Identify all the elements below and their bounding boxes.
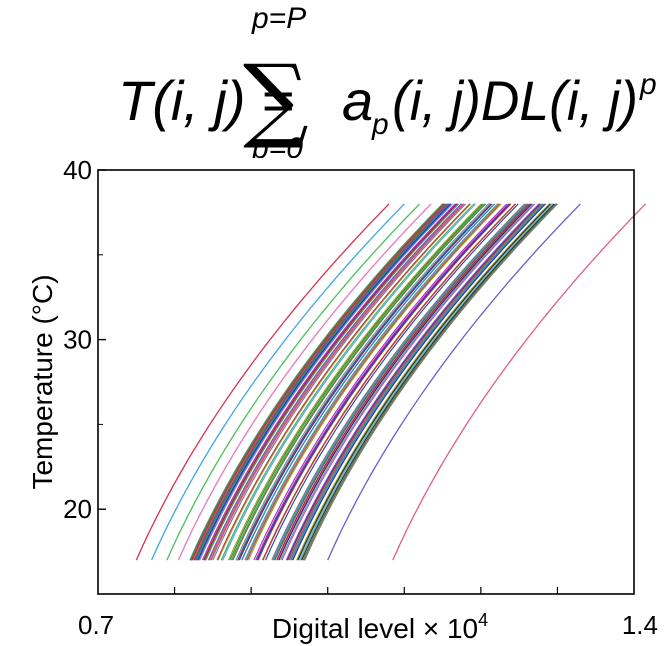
- y-axis-label-text: Temperature (°C): [27, 274, 58, 489]
- formula-rest: (i, j)DL(i, j): [392, 69, 638, 132]
- curve-line: [194, 203, 449, 561]
- curve-line: [237, 203, 492, 561]
- x-tick-label: 0.7: [78, 610, 114, 640]
- curve-line: [227, 203, 482, 561]
- curve-line: [201, 203, 456, 561]
- curve-line: [299, 203, 554, 561]
- curve-line: [210, 203, 464, 561]
- curve-line: [231, 203, 485, 561]
- curve-line: [202, 203, 457, 561]
- curve-line: [300, 203, 555, 561]
- y-axis-label: Temperature (°C): [27, 274, 58, 489]
- curve-line: [232, 203, 486, 561]
- curve-line: [245, 203, 500, 561]
- curve-line: [278, 203, 533, 561]
- y-tick-label: 40: [63, 155, 92, 185]
- curve-line: [265, 203, 519, 561]
- x-axis: 0.7 1.4: [78, 587, 658, 640]
- curve-line: [203, 203, 458, 561]
- curve-group: [135, 203, 646, 561]
- curve-line: [194, 203, 449, 561]
- curve-line: [208, 203, 462, 561]
- curve-line: [297, 203, 551, 561]
- curve-line: [237, 203, 491, 561]
- curve-line: [253, 203, 508, 561]
- curve-line-outlier: [177, 203, 432, 561]
- curve-line: [236, 203, 491, 561]
- formula-sum-lower: p=0: [251, 132, 303, 158]
- y-tick-label: 30: [63, 325, 92, 355]
- x-tick-label: 1.4: [622, 610, 658, 640]
- curve-line: [193, 203, 448, 561]
- curve-line: [292, 203, 546, 561]
- curve-line: [204, 203, 459, 561]
- plot-frame: [97, 169, 635, 595]
- curve-line-outlier: [135, 203, 390, 561]
- curve-line: [290, 203, 544, 561]
- curve-line-outlier: [327, 203, 581, 561]
- curve-line: [291, 203, 545, 561]
- curve-line: [247, 203, 502, 561]
- x-axis-label-text: Digital level × 10: [272, 613, 478, 644]
- curve-line: [304, 203, 558, 561]
- curve-line: [262, 203, 516, 561]
- formula-a-subscript: p: [371, 108, 389, 141]
- curve-line: [241, 203, 495, 561]
- curve-line-outlier: [166, 203, 421, 561]
- curve-line: [246, 203, 501, 561]
- curve-line: [221, 203, 476, 561]
- curve-line: [272, 203, 526, 561]
- curve-line: [216, 203, 471, 561]
- curve-line: [255, 203, 509, 561]
- curve-line-outlier: [151, 203, 405, 561]
- curve-line-outlier: [392, 203, 646, 561]
- curve-line: [190, 203, 445, 561]
- x-axis-label: Digital level × 104: [272, 610, 488, 644]
- curve-line: [280, 203, 534, 561]
- curve-line: [217, 203, 472, 561]
- curve-line: [257, 203, 512, 561]
- curve-line: [301, 203, 555, 561]
- curve-line: [287, 203, 541, 561]
- formula-a: a: [342, 69, 373, 132]
- curve-line: [289, 203, 544, 561]
- curve-line: [236, 203, 491, 561]
- curve-line: [288, 203, 543, 561]
- curve-line: [281, 203, 536, 561]
- curve-line: [276, 203, 530, 561]
- x-axis-label-exponent: 4: [478, 610, 488, 630]
- formula: T(i, j) = p=P ∑ p=0 a p (i, j)DL(i, j) p: [118, 2, 657, 158]
- curve-line: [212, 203, 467, 561]
- curve-line: [238, 203, 493, 561]
- curve-line: [229, 203, 483, 561]
- curve-line: [244, 203, 499, 561]
- y-axis: 20 30 40: [63, 155, 106, 524]
- curve-line: [197, 203, 451, 561]
- curve-line: [285, 203, 540, 561]
- formula-exponent: p: [639, 68, 657, 101]
- formula-sum-symbol: ∑: [243, 45, 309, 152]
- curve-line: [273, 203, 527, 561]
- curve-line: [274, 203, 529, 561]
- curve-line: [296, 203, 550, 561]
- curve-line: [236, 203, 490, 561]
- formula-lhs: T(i, j) =: [118, 69, 294, 132]
- chart: 20 30 40 0.7 1.4 Temperature (°C) Digital l…: [27, 155, 658, 644]
- curve-line: [271, 203, 525, 561]
- curve-line: [256, 203, 511, 561]
- curve-line: [220, 203, 475, 561]
- curve-line: [199, 203, 453, 561]
- curve-line: [302, 203, 557, 561]
- y-tick-label: 20: [63, 494, 92, 524]
- formula-sum-upper: p=P: [251, 2, 306, 35]
